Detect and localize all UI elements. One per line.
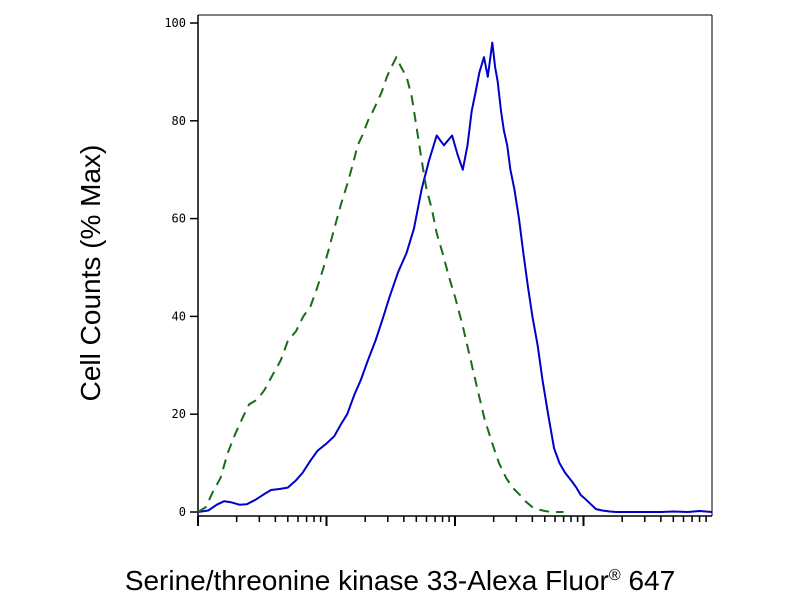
x-axis-title: Serine/threonine kinase 33-Alexa Fluor® … <box>125 565 675 596</box>
x-axis-title-suffix: 647 <box>621 565 676 596</box>
series-line-sample <box>197 41 713 513</box>
y-tick-label: 100 <box>164 16 186 30</box>
y-tick-label: 20 <box>172 407 186 421</box>
y-axis-title: Cell Counts (% Max) <box>75 145 106 402</box>
y-tick-label: 40 <box>172 309 186 323</box>
plot-frame <box>197 14 713 517</box>
y-tick-label: 80 <box>172 114 186 128</box>
y-tick-label: 0 <box>179 505 186 519</box>
x-axis-title-main: Serine/threonine kinase 33-Alexa Fluor <box>125 565 609 596</box>
y-tick-label: 60 <box>172 212 186 226</box>
x-axis-title-registered: ® <box>609 567 621 584</box>
series-layer <box>197 41 713 513</box>
y-ticks: 0 20 40 60 80 100 <box>164 16 198 519</box>
x-ticks <box>197 516 707 526</box>
series-line-control <box>197 56 564 513</box>
